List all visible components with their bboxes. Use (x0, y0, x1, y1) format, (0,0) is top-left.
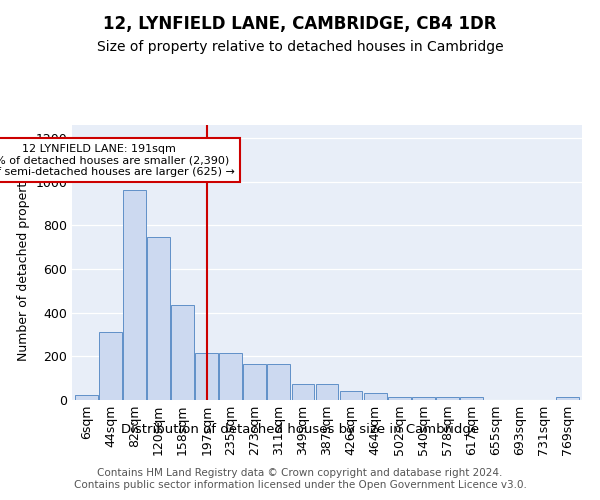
Bar (75, 394, 98, 400)
Text: Contains HM Land Registry data © Crown copyright and database right 2024.
Contai: Contains HM Land Registry data © Crown c… (74, 468, 526, 490)
Text: 12, LYNFIELD LANE, CAMBRIDGE, CB4 1DR: 12, LYNFIELD LANE, CAMBRIDGE, CB4 1DR (103, 15, 497, 33)
Bar (460, 396, 483, 400)
Bar (123, 190, 146, 400)
Bar (244, 364, 266, 400)
Bar (364, 394, 386, 400)
Y-axis label: Number of detached properties: Number of detached properties (17, 164, 30, 361)
Bar (268, 364, 290, 400)
Bar (340, 392, 362, 400)
Text: Distribution of detached houses by size in Cambridge: Distribution of detached houses by size … (121, 422, 479, 436)
Bar (99, 332, 122, 400)
Bar (436, 396, 459, 400)
Bar (316, 384, 338, 400)
Bar (388, 396, 410, 400)
Text: 12 LYNFIELD LANE: 191sqm
← 79% of detached houses are smaller (2,390)
21% of sem: 12 LYNFIELD LANE: 191sqm ← 79% of detach… (0, 144, 235, 177)
Bar (220, 353, 242, 400)
Bar (292, 384, 314, 400)
Bar (412, 396, 434, 400)
Bar (195, 353, 218, 400)
Bar (556, 397, 579, 400)
Text: Size of property relative to detached houses in Cambridge: Size of property relative to detached ho… (97, 40, 503, 54)
Bar (147, 238, 170, 400)
Bar (171, 305, 194, 400)
